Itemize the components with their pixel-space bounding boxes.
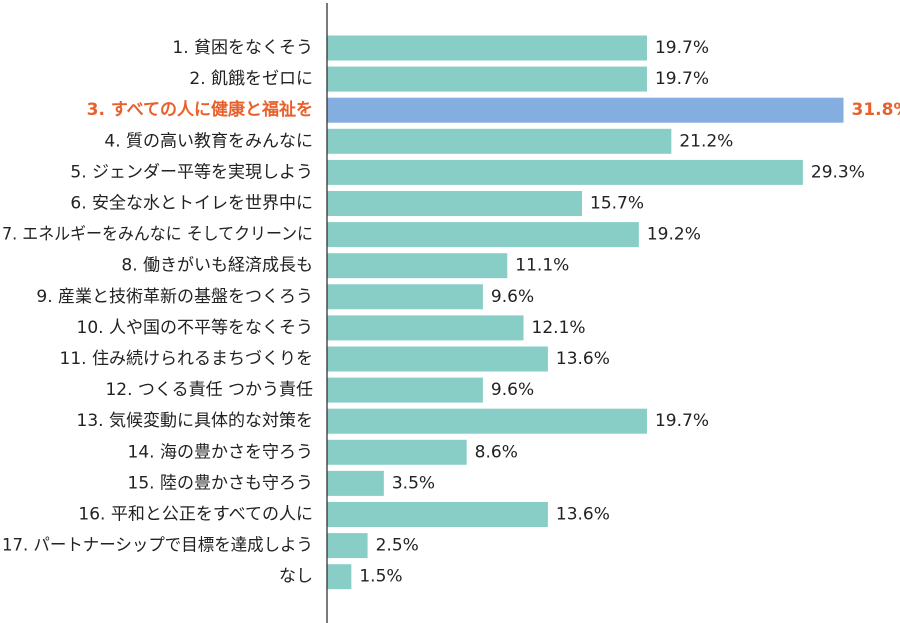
bar-4: [327, 128, 672, 154]
value-label-13: 19.7%: [655, 411, 709, 431]
category-label-15: 15. 陸の豊かさも守ろう: [128, 473, 313, 493]
value-label-7: 19.2%: [647, 225, 701, 245]
category-labels: 1. 貧困をなくそう 2. 飢餓をゼロに 3. すべての人に健康と福祉を 4. 質の高…: [2, 38, 313, 587]
value-label-14: 8.6%: [475, 442, 518, 462]
category-label-2: 2. 飢餓をゼロに: [189, 69, 313, 89]
category-label-11: 11. 住み続けられるまちづくりを: [60, 349, 313, 369]
value-label-9: 9.6%: [491, 287, 534, 307]
value-label-17: 2.5%: [376, 536, 419, 556]
bar-3: [327, 97, 844, 123]
value-label-4: 21.2%: [679, 131, 733, 151]
bar-11: [327, 346, 548, 372]
bar-5: [327, 159, 803, 185]
bar-1: [327, 35, 647, 61]
category-label-6: 6. 安全な水とトイレを世界中に: [70, 194, 313, 214]
value-label-2: 19.7%: [655, 69, 709, 89]
bar-2: [327, 66, 647, 92]
category-label-1: 1. 貧困をなくそう: [172, 38, 313, 58]
bar-18: [327, 564, 352, 590]
bar-14: [327, 439, 467, 465]
category-label-18: なし: [279, 567, 313, 587]
bar-6: [327, 191, 583, 216]
bar-12: [327, 377, 483, 403]
value-label-8: 11.1%: [515, 256, 569, 276]
category-label-3: 3. すべての人に健康と福祉を: [87, 99, 313, 120]
value-label-18: 1.5%: [359, 567, 402, 587]
category-label-5: 5. ジェンダー平等を実現しよう: [70, 162, 313, 182]
bar-9: [327, 284, 483, 310]
value-label-6: 15.7%: [590, 194, 644, 214]
value-label-10: 12.1%: [532, 318, 586, 338]
category-label-10: 10. 人や国の不平等をなくそう: [77, 318, 313, 338]
value-labels: 19.7% 19.7% 31.8% 21.2% 29.3% 15.7%19.2% 11.1%…: [359, 38, 900, 587]
value-label-16: 13.6%: [556, 505, 610, 525]
category-label-4: 4. 質の高い教育をみんなに: [104, 131, 313, 151]
bar-15: [327, 470, 384, 496]
category-label-17: 17. パートナーシップで目標を達成しよう: [2, 536, 313, 556]
value-label-15: 3.5%: [392, 473, 435, 493]
bar-17: [327, 533, 368, 559]
bars-layer: [327, 35, 844, 590]
bar-8: [327, 253, 508, 279]
bar-7: [327, 222, 639, 248]
value-label-5: 29.3%: [811, 162, 865, 182]
bar-16: [327, 502, 548, 527]
category-label-12: 12. つくる責任 つかう責任: [105, 380, 313, 400]
category-label-8: 8. 働きがいも経済成長も: [121, 256, 313, 276]
value-label-3: 31.8%: [852, 100, 900, 120]
category-label-13: 13. 気候変動に具体的な対策を: [77, 411, 313, 431]
value-label-11: 13.6%: [556, 349, 610, 369]
value-label-12: 9.6%: [491, 380, 534, 400]
category-label-7: 7. エネルギーをみんなに そしてクリーンに: [2, 225, 313, 245]
value-label-1: 19.7%: [655, 38, 709, 58]
category-label-14: 14. 海の豊かさを守ろう: [128, 442, 313, 462]
category-label-16: 16. 平和と公正をすべての人に: [78, 505, 313, 525]
bar-10: [327, 315, 524, 341]
bar-13: [327, 408, 647, 434]
category-label-9: 9. 産業と技術革新の基盤をつくろう: [36, 287, 313, 307]
